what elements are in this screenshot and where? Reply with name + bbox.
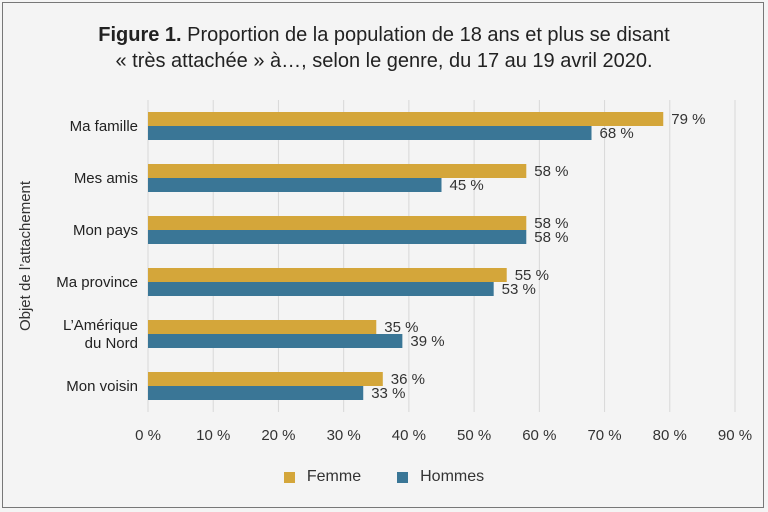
data-label: 58 % xyxy=(534,229,568,246)
bar-femme-2 xyxy=(148,216,527,230)
legend-item-hommes: Hommes xyxy=(397,468,484,486)
legend-item-femme: Femme xyxy=(283,468,362,486)
category-label: du Nord xyxy=(85,335,138,352)
category-label: Mes amis xyxy=(74,170,138,187)
title-line-1: Proportion de la population de 18 ans et… xyxy=(187,24,670,46)
data-label: 58 % xyxy=(534,163,568,180)
bar-femme-1 xyxy=(148,164,527,178)
x-tick-label: 0 % xyxy=(135,427,161,444)
data-label: 55 % xyxy=(515,267,549,284)
x-tick-label: 70 % xyxy=(587,427,621,444)
data-label: 58 % xyxy=(534,215,568,232)
figure-number: Figure 1. xyxy=(98,24,182,46)
data-label: 33 % xyxy=(371,385,405,402)
data-label: 79 % xyxy=(671,111,705,128)
category-label: Mon voisin xyxy=(66,378,138,395)
bar-femme-5 xyxy=(148,372,383,386)
bar-femme-0 xyxy=(148,112,664,126)
chart-title: Figure 1. Proportion de la population de… xyxy=(0,22,768,74)
bar-hommes-4 xyxy=(148,334,403,348)
y-axis-title: Objet de l’attachement xyxy=(17,180,34,331)
data-label: 35 % xyxy=(384,319,418,336)
category-label: Ma famille xyxy=(70,118,138,135)
data-label: 36 % xyxy=(391,371,425,388)
bar-hommes-0 xyxy=(148,126,592,140)
legend-swatch-femme xyxy=(283,471,295,483)
data-label: 39 % xyxy=(410,333,444,350)
data-label: 68 % xyxy=(600,125,634,142)
x-tick-label: 60 % xyxy=(522,427,556,444)
data-label: 45 % xyxy=(450,177,484,194)
bar-hommes-5 xyxy=(148,386,364,400)
title-line-2: « très attachée » à…, selon le genre, du… xyxy=(115,50,653,72)
x-tick-label: 90 % xyxy=(718,427,752,444)
legend: Femme Hommes xyxy=(0,468,768,486)
bar-femme-4 xyxy=(148,320,377,334)
legend-label-femme: Femme xyxy=(306,468,362,485)
bar-hommes-2 xyxy=(148,230,527,244)
x-tick-label: 30 % xyxy=(327,427,361,444)
x-tick-label: 20 % xyxy=(261,427,295,444)
x-tick-label: 50 % xyxy=(457,427,491,444)
category-label: L’Amérique xyxy=(63,317,138,334)
legend-swatch-hommes xyxy=(397,471,409,483)
bar-hommes-3 xyxy=(148,282,494,296)
data-label: 53 % xyxy=(502,281,536,298)
x-tick-label: 10 % xyxy=(196,427,230,444)
bar-hommes-1 xyxy=(148,178,442,192)
category-label: Mon pays xyxy=(73,222,138,239)
legend-label-hommes: Hommes xyxy=(420,468,485,485)
category-label: Ma province xyxy=(56,274,138,291)
x-tick-label: 40 % xyxy=(392,427,426,444)
x-tick-label: 80 % xyxy=(653,427,687,444)
bar-femme-3 xyxy=(148,268,507,282)
